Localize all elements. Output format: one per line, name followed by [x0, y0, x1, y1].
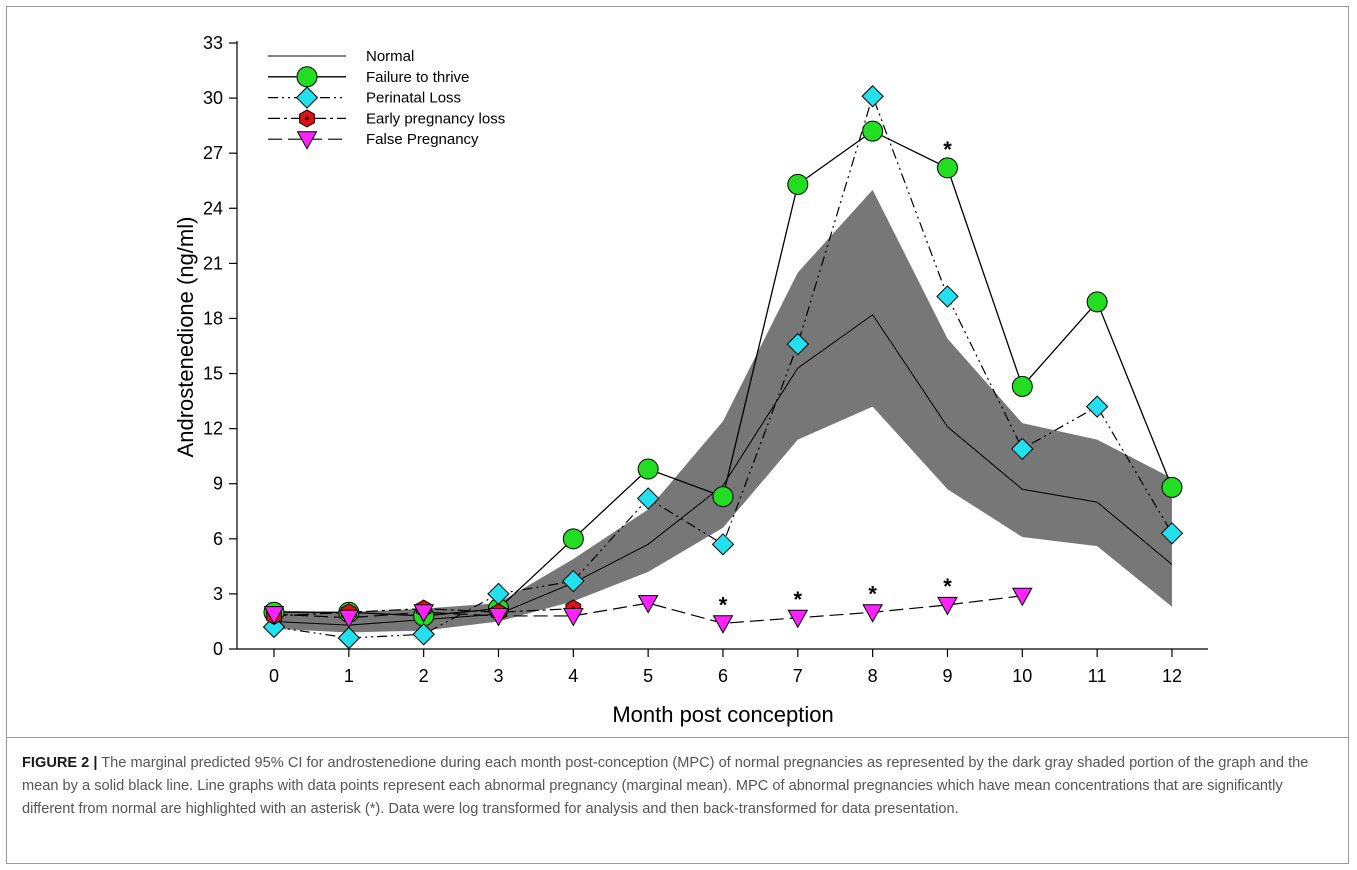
- x-tick-label-2: 2: [419, 666, 429, 686]
- data-point-2-2: [412, 623, 435, 646]
- data-point-1-10: [1011, 375, 1033, 397]
- asterisk-1: *: [794, 587, 803, 612]
- series-lines: [273, 94, 1173, 639]
- y-tick-label-6: 18: [203, 308, 223, 328]
- legend-marker-2: [295, 86, 319, 109]
- data-point-4-3: [488, 607, 509, 627]
- legend-marker-4: [296, 131, 318, 150]
- series-layer: * * * * *: [262, 85, 1184, 650]
- legend-label-4: False Pregnancy: [366, 131, 479, 148]
- series-markers: [262, 85, 1184, 650]
- caption-text: The marginal predicted 95% CI for andros…: [22, 755, 1309, 817]
- legend-label-0: Normal: [366, 48, 414, 65]
- data-point-1-9: [936, 157, 958, 179]
- data-point-1-8: [862, 120, 884, 142]
- x-tick-label-8: 8: [868, 666, 878, 686]
- legend-label-2: Perinatal Loss: [366, 90, 461, 107]
- series-line-2: [273, 94, 1173, 639]
- x-tick-label-3: 3: [493, 666, 503, 686]
- data-point-2-11: [1085, 395, 1109, 418]
- x-tick-label-5: 5: [643, 666, 653, 686]
- x-axis-title: Month post conception: [612, 702, 833, 727]
- legend-marker-1: [296, 66, 318, 88]
- data-point-2-7: [786, 332, 810, 356]
- y-axis-title: Androstenedione (ng/ml): [173, 217, 198, 458]
- y-tick-label-11: 33: [203, 33, 223, 53]
- ci-band: [274, 189, 1172, 633]
- figure-caption: FIGURE 2 | The marginal predicted 95% CI…: [22, 752, 1327, 821]
- x-tick-label-1: 1: [344, 666, 354, 686]
- x-tick-label-0: 0: [269, 666, 279, 686]
- ci-band-layer: [274, 189, 1172, 633]
- legend-marker-3-dot: [305, 116, 309, 121]
- asterisk-0: *: [719, 592, 728, 617]
- data-point-4-9: [937, 596, 958, 616]
- legend-label-1: Failure to thrive: [366, 69, 469, 86]
- data-point-4-4: [562, 607, 584, 627]
- data-point-1-7: [787, 173, 809, 195]
- data-point-1-5: [637, 458, 659, 480]
- data-point-1-4: [562, 528, 584, 550]
- x-tick-label-7: 7: [793, 666, 803, 686]
- y-tick-label-4: 12: [203, 419, 223, 439]
- data-point-4-6: [712, 615, 734, 634]
- data-point-4-2: [413, 604, 435, 623]
- y-tick-label-1: 3: [213, 584, 223, 604]
- legend: Normal Failure to thrive Perinatal Loss Ear…: [268, 48, 505, 150]
- data-point-4-10: [1011, 587, 1033, 607]
- legend-marker-3: [299, 109, 315, 128]
- x-tick-label-11: 11: [1088, 666, 1107, 686]
- asterisk-4: *: [943, 137, 952, 162]
- x-tick-label-12: 12: [1162, 666, 1182, 686]
- androstenedione-chart: * * * ** 0 1 2 3 4 5 6 7 8 9 10 11 12036912151821242730…: [173, 33, 1208, 727]
- y-tick-label-3: 9: [213, 474, 223, 494]
- y-tick-label-10: 30: [203, 88, 223, 108]
- caption-label: FIGURE 2 |: [22, 755, 98, 771]
- legend-label-3: Early pregnancy loss: [366, 110, 505, 127]
- data-point-2-4: [562, 569, 585, 593]
- data-point-2-8: [861, 85, 884, 108]
- data-point-4-1: [338, 609, 360, 629]
- asterisk-2: *: [868, 581, 877, 606]
- series-line-4: [273, 595, 1023, 624]
- y-tick-label-0: 0: [213, 639, 223, 659]
- y-tick-label-8: 24: [203, 198, 223, 218]
- x-tick-label-6: 6: [718, 666, 728, 686]
- figure-frame: [6, 6, 1349, 864]
- data-point-1-11: [1086, 291, 1108, 313]
- y-tick-label-2: 6: [213, 529, 223, 549]
- data-point-2-10: [1011, 437, 1034, 461]
- data-point-4-7: [787, 609, 809, 629]
- data-point-4-8: [862, 604, 883, 623]
- caption-divider: [6, 737, 1349, 738]
- x-tick-label-9: 9: [942, 666, 952, 686]
- y-tick-label-5: 15: [203, 364, 223, 384]
- data-point-1-12: [1161, 476, 1183, 498]
- y-tick-label-7: 21: [203, 253, 223, 273]
- y-tick-label-9: 27: [203, 143, 223, 163]
- data-point-2-5: [636, 487, 660, 510]
- x-tick-label-10: 10: [1012, 666, 1032, 686]
- asterisk-3: *: [943, 574, 952, 599]
- significance-markers: * * * * *: [719, 137, 952, 617]
- data-point-1-6: [712, 486, 734, 508]
- data-point-2-12: [1160, 522, 1184, 545]
- data-point-4-5: [637, 595, 659, 614]
- data-point-2-6: [711, 533, 735, 556]
- x-tick-label-4: 4: [568, 666, 578, 686]
- data-point-4-0: [263, 606, 285, 625]
- data-point-2-9: [936, 285, 959, 308]
